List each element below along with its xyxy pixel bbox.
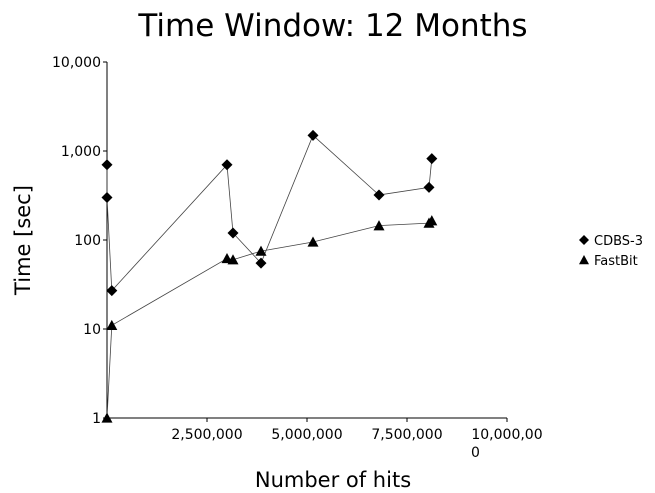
y-tick-label: 100 — [74, 233, 101, 249]
data-point-fastbit — [255, 245, 267, 256]
legend-marker-fastbit — [579, 255, 589, 265]
x-tick-label: 10,000,00 — [471, 427, 542, 443]
data-point-fastbit — [227, 254, 239, 265]
x-tick-label: 5,000,000 — [271, 427, 342, 443]
data-point-cdbs-3 — [255, 257, 267, 269]
series-line-cdbs-3 — [106, 134, 433, 292]
x-tick-label: 7,500,000 — [371, 427, 442, 443]
data-point-cdbs-3 — [227, 227, 239, 239]
y-tick-label: 1 — [92, 411, 101, 427]
y-axis-title: Time [sec] — [11, 185, 35, 296]
y-tick-label: 10,000 — [52, 55, 101, 71]
data-point-fastbit — [373, 220, 385, 231]
data-point-fastbit — [426, 215, 438, 226]
x-axis-title: Number of hits — [255, 468, 411, 492]
legend-label: CDBS-3 — [594, 234, 643, 249]
series-line-fastbit — [106, 220, 433, 419]
data-point-cdbs-3 — [307, 129, 319, 141]
legend-marker-cdbs-3 — [579, 235, 589, 245]
data-point-cdbs-3 — [423, 181, 435, 193]
y-tick-label: 10 — [83, 322, 101, 338]
data-point-fastbit — [307, 236, 319, 247]
chart-title: Time Window: 12 Months — [137, 8, 527, 44]
legend: CDBS-3 FastBit — [579, 234, 643, 269]
data-point-cdbs-3 — [101, 159, 113, 171]
data-point-fastbit — [106, 319, 118, 330]
legend-label: FastBit — [594, 254, 638, 269]
data-point-cdbs-3 — [221, 159, 233, 171]
y-tick-label: 1,000 — [61, 144, 101, 160]
data-point-cdbs-3 — [101, 192, 113, 204]
data-point-cdbs-3 — [373, 189, 385, 201]
x-tick-label: 2,500,000 — [171, 427, 242, 443]
data-point-fastbit — [101, 412, 113, 423]
data-point-cdbs-3 — [106, 285, 118, 297]
x-tick-label-wrap: 0 — [471, 445, 480, 461]
data-point-cdbs-3 — [426, 153, 438, 165]
